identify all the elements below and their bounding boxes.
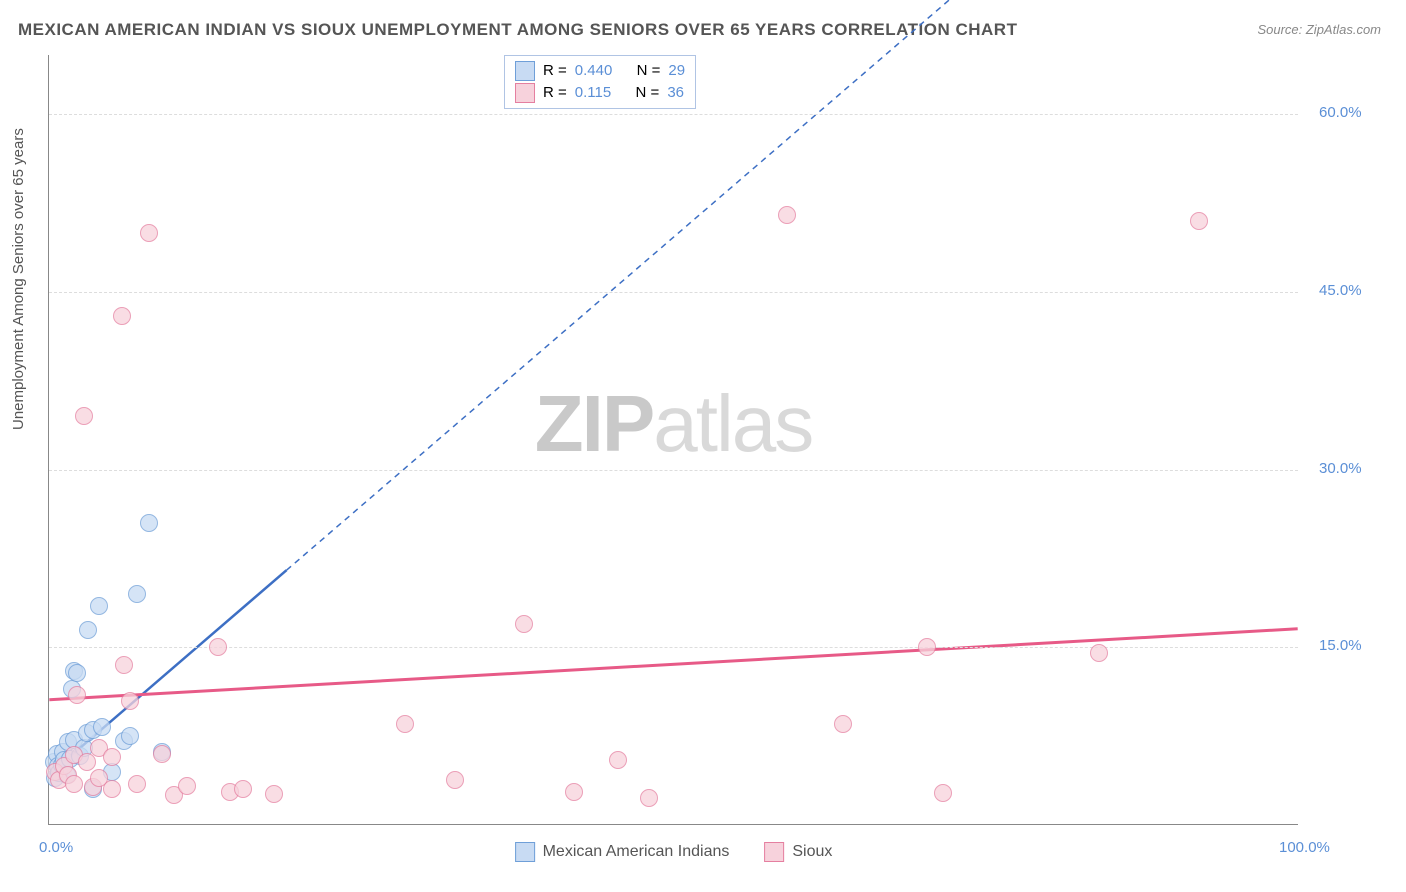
scatter-point: [93, 718, 111, 736]
swatch-series2: [515, 83, 535, 103]
scatter-point: [75, 407, 93, 425]
legend-row-series1: R = 0.440 N = 29: [515, 60, 685, 82]
source-attribution: Source: ZipAtlas.com: [1257, 22, 1381, 37]
swatch-series1: [515, 61, 535, 81]
series-legend: Mexican American Indians Sioux: [515, 842, 833, 862]
scatter-point: [515, 615, 533, 633]
scatter-point: [934, 784, 952, 802]
y-tick-label: 30.0%: [1319, 460, 1362, 477]
x-tick-label: 100.0%: [1279, 839, 1330, 856]
gridline: [49, 470, 1298, 471]
watermark-bold: ZIP: [535, 379, 653, 468]
scatter-point: [113, 307, 131, 325]
scatter-point: [65, 775, 83, 793]
scatter-point: [121, 692, 139, 710]
scatter-point: [103, 780, 121, 798]
legend-item-series2: Sioux: [764, 842, 832, 862]
n-label: N =: [637, 60, 661, 82]
scatter-point: [68, 664, 86, 682]
scatter-point: [778, 206, 796, 224]
n-label: N =: [636, 82, 660, 104]
scatter-point: [140, 514, 158, 532]
scatter-point: [640, 789, 658, 807]
scatter-point: [265, 785, 283, 803]
scatter-point: [140, 224, 158, 242]
legend-row-series2: R = 0.115 N = 36: [515, 82, 685, 104]
scatter-point: [128, 585, 146, 603]
watermark: ZIPatlas: [535, 378, 812, 470]
y-tick-label: 45.0%: [1319, 282, 1362, 299]
plot-area: ZIPatlas R = 0.440 N = 29 R = 0.115 N = …: [48, 55, 1298, 825]
x-tick-label: 0.0%: [39, 839, 73, 856]
scatter-point: [121, 727, 139, 745]
scatter-point: [78, 753, 96, 771]
swatch-series2-bottom: [764, 842, 784, 862]
scatter-point: [609, 751, 627, 769]
scatter-point: [234, 780, 252, 798]
scatter-point: [90, 597, 108, 615]
legend-label-series1: Mexican American Indians: [543, 843, 730, 861]
legend-item-series1: Mexican American Indians: [515, 842, 730, 862]
scatter-point: [178, 777, 196, 795]
legend-label-series2: Sioux: [792, 843, 832, 861]
r-label: R =: [543, 82, 567, 104]
gridline: [49, 292, 1298, 293]
scatter-point: [1190, 212, 1208, 230]
gridline: [49, 647, 1298, 648]
scatter-point: [68, 686, 86, 704]
gridline: [49, 114, 1298, 115]
n-value-series2: 36: [667, 82, 684, 104]
trend-lines: [49, 55, 1298, 824]
y-tick-label: 60.0%: [1319, 104, 1362, 121]
scatter-point: [153, 745, 171, 763]
scatter-point: [1090, 644, 1108, 662]
scatter-point: [565, 783, 583, 801]
scatter-point: [115, 656, 133, 674]
correlation-legend: R = 0.440 N = 29 R = 0.115 N = 36: [504, 55, 696, 109]
n-value-series1: 29: [668, 60, 685, 82]
scatter-point: [79, 621, 97, 639]
scatter-point: [446, 771, 464, 789]
scatter-point: [396, 715, 414, 733]
r-value-series2: 0.115: [575, 82, 611, 104]
y-axis-label: Unemployment Among Seniors over 65 years: [10, 128, 27, 430]
swatch-series1-bottom: [515, 842, 535, 862]
scatter-point: [918, 638, 936, 656]
watermark-rest: atlas: [653, 379, 812, 468]
y-tick-label: 15.0%: [1319, 637, 1362, 654]
r-value-series1: 0.440: [575, 60, 613, 82]
scatter-point: [209, 638, 227, 656]
scatter-point: [128, 775, 146, 793]
scatter-point: [103, 748, 121, 766]
scatter-point: [834, 715, 852, 733]
r-label: R =: [543, 60, 567, 82]
chart-title: MEXICAN AMERICAN INDIAN VS SIOUX UNEMPLO…: [18, 20, 1017, 40]
